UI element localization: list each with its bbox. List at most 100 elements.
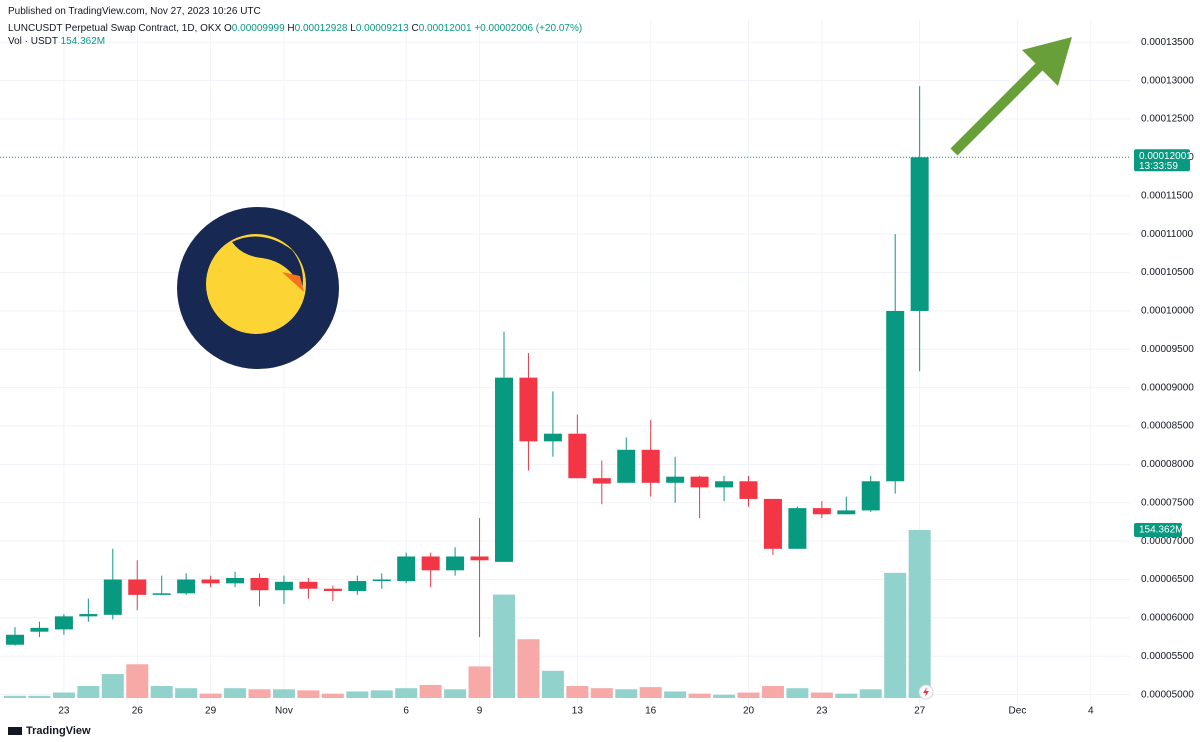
volume-bar	[150, 686, 173, 698]
volume-bar	[321, 693, 344, 698]
candle-body	[519, 377, 538, 442]
brand-logo	[8, 727, 22, 735]
candle-body	[250, 577, 269, 591]
published-note: Published on TradingView.com, Nov 27, 20…	[8, 6, 261, 17]
candle-body	[763, 498, 782, 549]
volume-bar	[297, 690, 320, 698]
volume-bar	[52, 692, 75, 698]
candle-body	[103, 579, 122, 615]
last-price-label: 0.00012001	[1139, 151, 1192, 162]
candle-body	[470, 556, 489, 561]
volume-bar	[835, 693, 858, 698]
y-tick-label: 0.00005000	[1141, 689, 1194, 700]
countdown: 13:33:59	[1139, 161, 1178, 172]
candle-body	[372, 579, 391, 582]
volume-bar	[688, 693, 711, 698]
ohlc-letter: H	[287, 23, 295, 34]
candle-body	[6, 634, 24, 645]
logo-accent	[282, 272, 304, 292]
candle-body	[910, 157, 929, 311]
volume-bar	[786, 688, 809, 698]
candle-body	[226, 577, 245, 584]
candle-body	[30, 627, 49, 632]
volume-bar	[713, 694, 736, 698]
volume-bar	[28, 695, 51, 698]
x-tick-label: Dec	[1009, 706, 1027, 717]
grid	[0, 20, 1130, 705]
volume-bar	[517, 639, 540, 698]
x-tick-label: 9	[477, 706, 483, 717]
volume-bar	[126, 664, 149, 698]
y-tick-label: 0.00012500	[1141, 114, 1194, 125]
event-bolt	[923, 687, 929, 697]
last-price-badge	[1134, 149, 1190, 172]
volume-bar	[101, 674, 124, 698]
y-tick-label: 0.00005500	[1141, 651, 1194, 662]
symbol-line: LUNCUSDT Perpetual Swap Contract, 1D, OK…	[8, 23, 582, 34]
volume-value: 154.362M	[60, 36, 106, 47]
volume-bar	[468, 666, 491, 698]
volume-bar	[761, 686, 784, 698]
low-value: 0.00009213	[355, 23, 409, 34]
x-tick-label: 6	[403, 706, 409, 717]
y-tick-label: 0.00011500	[1141, 190, 1194, 201]
x-tick-label: 4	[1088, 706, 1094, 717]
candle-body	[592, 478, 611, 484]
candle-body	[201, 579, 220, 584]
open-value: 0.00009999	[231, 23, 285, 34]
candle-body	[446, 556, 465, 571]
volume-bar	[566, 686, 589, 698]
brand: TradingView	[8, 725, 91, 737]
volume-bar	[175, 688, 198, 698]
y-tick-label: 0.00013500	[1141, 37, 1194, 48]
candle-body	[421, 556, 440, 571]
change: +0.00002006 (+20.07%)	[474, 23, 583, 34]
volume-bar	[493, 594, 515, 698]
trend-arrow	[950, 37, 1072, 156]
marks	[0, 86, 1130, 698]
x-tick-label: 23	[58, 706, 70, 717]
candle-body	[274, 581, 293, 591]
high-value: 0.00012928	[294, 23, 348, 34]
close-value: 0.00012001	[418, 23, 472, 34]
volume-bar	[884, 572, 907, 698]
candle-body	[837, 510, 856, 515]
y-tick-label: 0.00008500	[1141, 421, 1194, 432]
x-tick-label: 13	[572, 706, 584, 717]
volume-bar	[370, 690, 393, 698]
candle-body	[788, 508, 807, 549]
symbol: LUNCUSDT Perpetual Swap Contract, 1D, OK…	[8, 23, 222, 34]
y-tick-label: 0.00007000	[1141, 536, 1194, 547]
x-tick-label: 26	[132, 706, 144, 717]
x-tick-label: Nov	[275, 706, 293, 717]
x-tick-label: 16	[645, 706, 657, 717]
volume-bar	[395, 688, 418, 698]
candle-body	[666, 476, 685, 483]
candle-body	[323, 588, 342, 592]
candle-body	[739, 481, 758, 499]
candle-body	[715, 481, 734, 488]
candle-body	[543, 433, 562, 442]
volume-bar	[737, 692, 760, 698]
volume-bar	[346, 691, 369, 698]
logo	[177, 207, 339, 369]
y-tick-label: 0.00008000	[1141, 459, 1194, 470]
volume-line: Vol · USDT 154.362M	[8, 36, 105, 47]
volume-bar	[859, 689, 882, 698]
volume-bar	[639, 687, 662, 698]
volume-badge	[1134, 523, 1182, 537]
candle-body	[812, 508, 831, 515]
volume-bar	[4, 695, 26, 698]
y-tick-label: 0.00011000	[1141, 229, 1194, 240]
volume-bar	[810, 692, 833, 698]
candle-body	[690, 476, 709, 488]
volume-bar	[248, 689, 271, 698]
ohlc-letter: L	[350, 23, 356, 34]
candle-body	[568, 433, 587, 479]
y-tick-label: 0.00006000	[1141, 613, 1194, 624]
volume-name: Vol · USDT	[8, 36, 58, 47]
candle-body	[79, 614, 98, 617]
volume-bar	[272, 689, 295, 698]
brand-name: TradingView	[26, 725, 91, 737]
